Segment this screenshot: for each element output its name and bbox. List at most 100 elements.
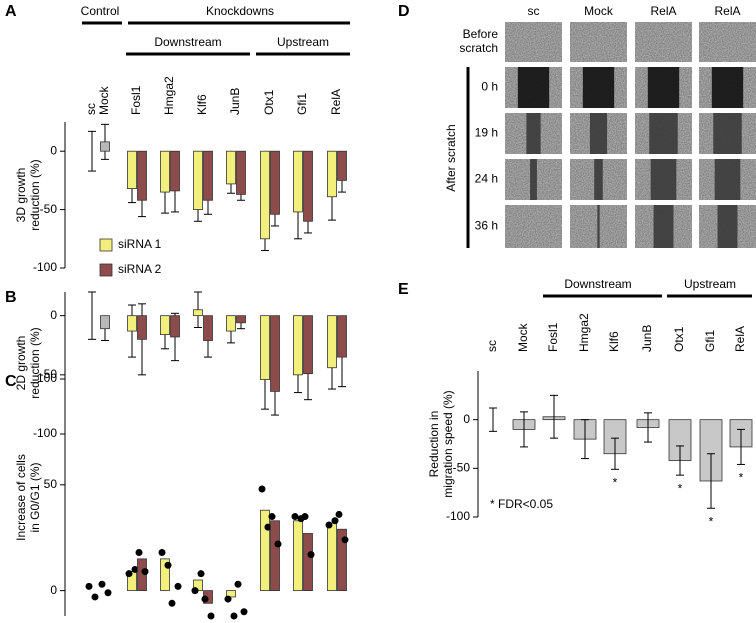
x-tick-label: sc bbox=[84, 103, 98, 115]
replicate-dot bbox=[125, 570, 133, 578]
scratch-gap bbox=[650, 159, 677, 200]
row-label: Before bbox=[463, 27, 499, 41]
bar bbox=[293, 520, 303, 592]
y-axis-label: in G0/G1 (%) bbox=[28, 462, 42, 532]
bar bbox=[100, 315, 110, 330]
bar bbox=[127, 571, 137, 592]
row-label: scratch bbox=[459, 41, 498, 55]
scratch-gap bbox=[647, 67, 680, 108]
group-label: Downstream bbox=[154, 35, 221, 49]
bar bbox=[293, 315, 303, 376]
replicate-dot bbox=[174, 582, 182, 590]
panel-label: D bbox=[398, 3, 410, 20]
y-tick-label: -50 bbox=[40, 202, 58, 216]
replicate-dot bbox=[191, 587, 199, 595]
legend-swatch bbox=[99, 238, 113, 252]
x-tick-label: Mock bbox=[97, 85, 111, 115]
replicate-dot bbox=[264, 523, 272, 531]
bar bbox=[303, 315, 313, 375]
panel-label: B bbox=[5, 289, 17, 306]
bar bbox=[226, 150, 236, 185]
y-axis-label: Increase of cells bbox=[14, 454, 28, 541]
bar bbox=[160, 150, 170, 193]
y-tick-label: 0 bbox=[50, 308, 57, 322]
x-tick-label: sc bbox=[485, 340, 499, 352]
replicate-dot bbox=[158, 549, 166, 557]
panel-label: C bbox=[5, 373, 17, 390]
scratch-gap bbox=[597, 205, 600, 248]
replicate-dot bbox=[141, 568, 149, 576]
y-tick-label: 0 bbox=[50, 143, 57, 157]
y-axis-label: migration speed (%) bbox=[441, 390, 455, 497]
y-tick-label: -100 bbox=[446, 509, 470, 523]
column-label: sc bbox=[528, 4, 540, 18]
bar bbox=[170, 315, 180, 338]
scratch-gap bbox=[711, 67, 744, 108]
replicate-dot bbox=[91, 593, 99, 601]
x-tick-label: RelA bbox=[329, 89, 343, 115]
bar bbox=[127, 150, 137, 189]
replicate-dot bbox=[98, 580, 106, 588]
legend-label: siRNA 2 bbox=[118, 262, 162, 276]
scratch-gap bbox=[649, 113, 678, 154]
row-label: 19 h bbox=[475, 126, 498, 140]
bar bbox=[327, 150, 337, 198]
replicate-dot bbox=[131, 565, 139, 573]
micrograph-texture bbox=[699, 22, 756, 62]
group-label: Upstream bbox=[277, 35, 329, 49]
bar bbox=[160, 315, 170, 335]
replicate-dot bbox=[240, 608, 248, 616]
replicate-dot bbox=[258, 485, 266, 493]
x-tick-label: Fosl1 bbox=[129, 85, 143, 115]
replicate-dot bbox=[224, 595, 232, 603]
y-axis-label: 2D growth bbox=[14, 336, 28, 391]
replicate-dot bbox=[201, 595, 209, 603]
scratch-gap bbox=[594, 159, 603, 200]
bar bbox=[270, 150, 280, 215]
panel-label: E bbox=[398, 281, 409, 298]
bar bbox=[100, 141, 110, 152]
x-tick-label: Gfi1 bbox=[295, 93, 309, 115]
micrograph-texture bbox=[505, 22, 562, 62]
y-axis-label: reduction (%) bbox=[28, 159, 42, 230]
y-tick-label: 100 bbox=[37, 371, 57, 385]
replicate-dot bbox=[307, 551, 315, 559]
replicate-dot bbox=[331, 517, 339, 525]
x-tick-label: Otx1 bbox=[672, 326, 686, 352]
bar bbox=[293, 150, 303, 213]
bar bbox=[260, 509, 270, 592]
scratch-gap bbox=[713, 113, 742, 154]
x-tick-label: RelA bbox=[733, 326, 747, 352]
legend-label: siRNA 1 bbox=[118, 237, 162, 251]
footnote: * FDR<0.05 bbox=[490, 497, 553, 511]
bar bbox=[226, 590, 236, 598]
bar bbox=[260, 315, 270, 380]
significance-star: * bbox=[613, 475, 618, 489]
scratch-gap bbox=[517, 67, 550, 108]
scratch-gap bbox=[526, 113, 541, 154]
group-label: Upstream bbox=[684, 277, 736, 291]
group-label: Downstream bbox=[564, 277, 631, 291]
replicate-dot bbox=[197, 570, 205, 578]
bar bbox=[193, 309, 203, 317]
legend-swatch bbox=[99, 263, 113, 277]
bar bbox=[137, 150, 147, 201]
replicate-dot bbox=[164, 561, 172, 569]
replicate-dot bbox=[207, 612, 215, 620]
scratch-gap bbox=[589, 113, 608, 154]
y-axis-label: reduction (%) bbox=[28, 327, 42, 398]
column-label: RelA bbox=[714, 4, 740, 18]
x-tick-label: Klf6 bbox=[195, 94, 209, 115]
y-tick-label: -50 bbox=[453, 461, 471, 475]
column-label: RelA bbox=[650, 4, 676, 18]
bar bbox=[160, 558, 170, 592]
bar bbox=[236, 150, 246, 195]
replicate-dot bbox=[291, 513, 299, 521]
column-label: Mock bbox=[584, 4, 614, 18]
bar bbox=[337, 315, 347, 358]
bar bbox=[260, 150, 270, 240]
scratch-gap bbox=[530, 159, 537, 200]
scratch-gap bbox=[717, 205, 738, 248]
y-tick-label: -100 bbox=[33, 260, 57, 274]
